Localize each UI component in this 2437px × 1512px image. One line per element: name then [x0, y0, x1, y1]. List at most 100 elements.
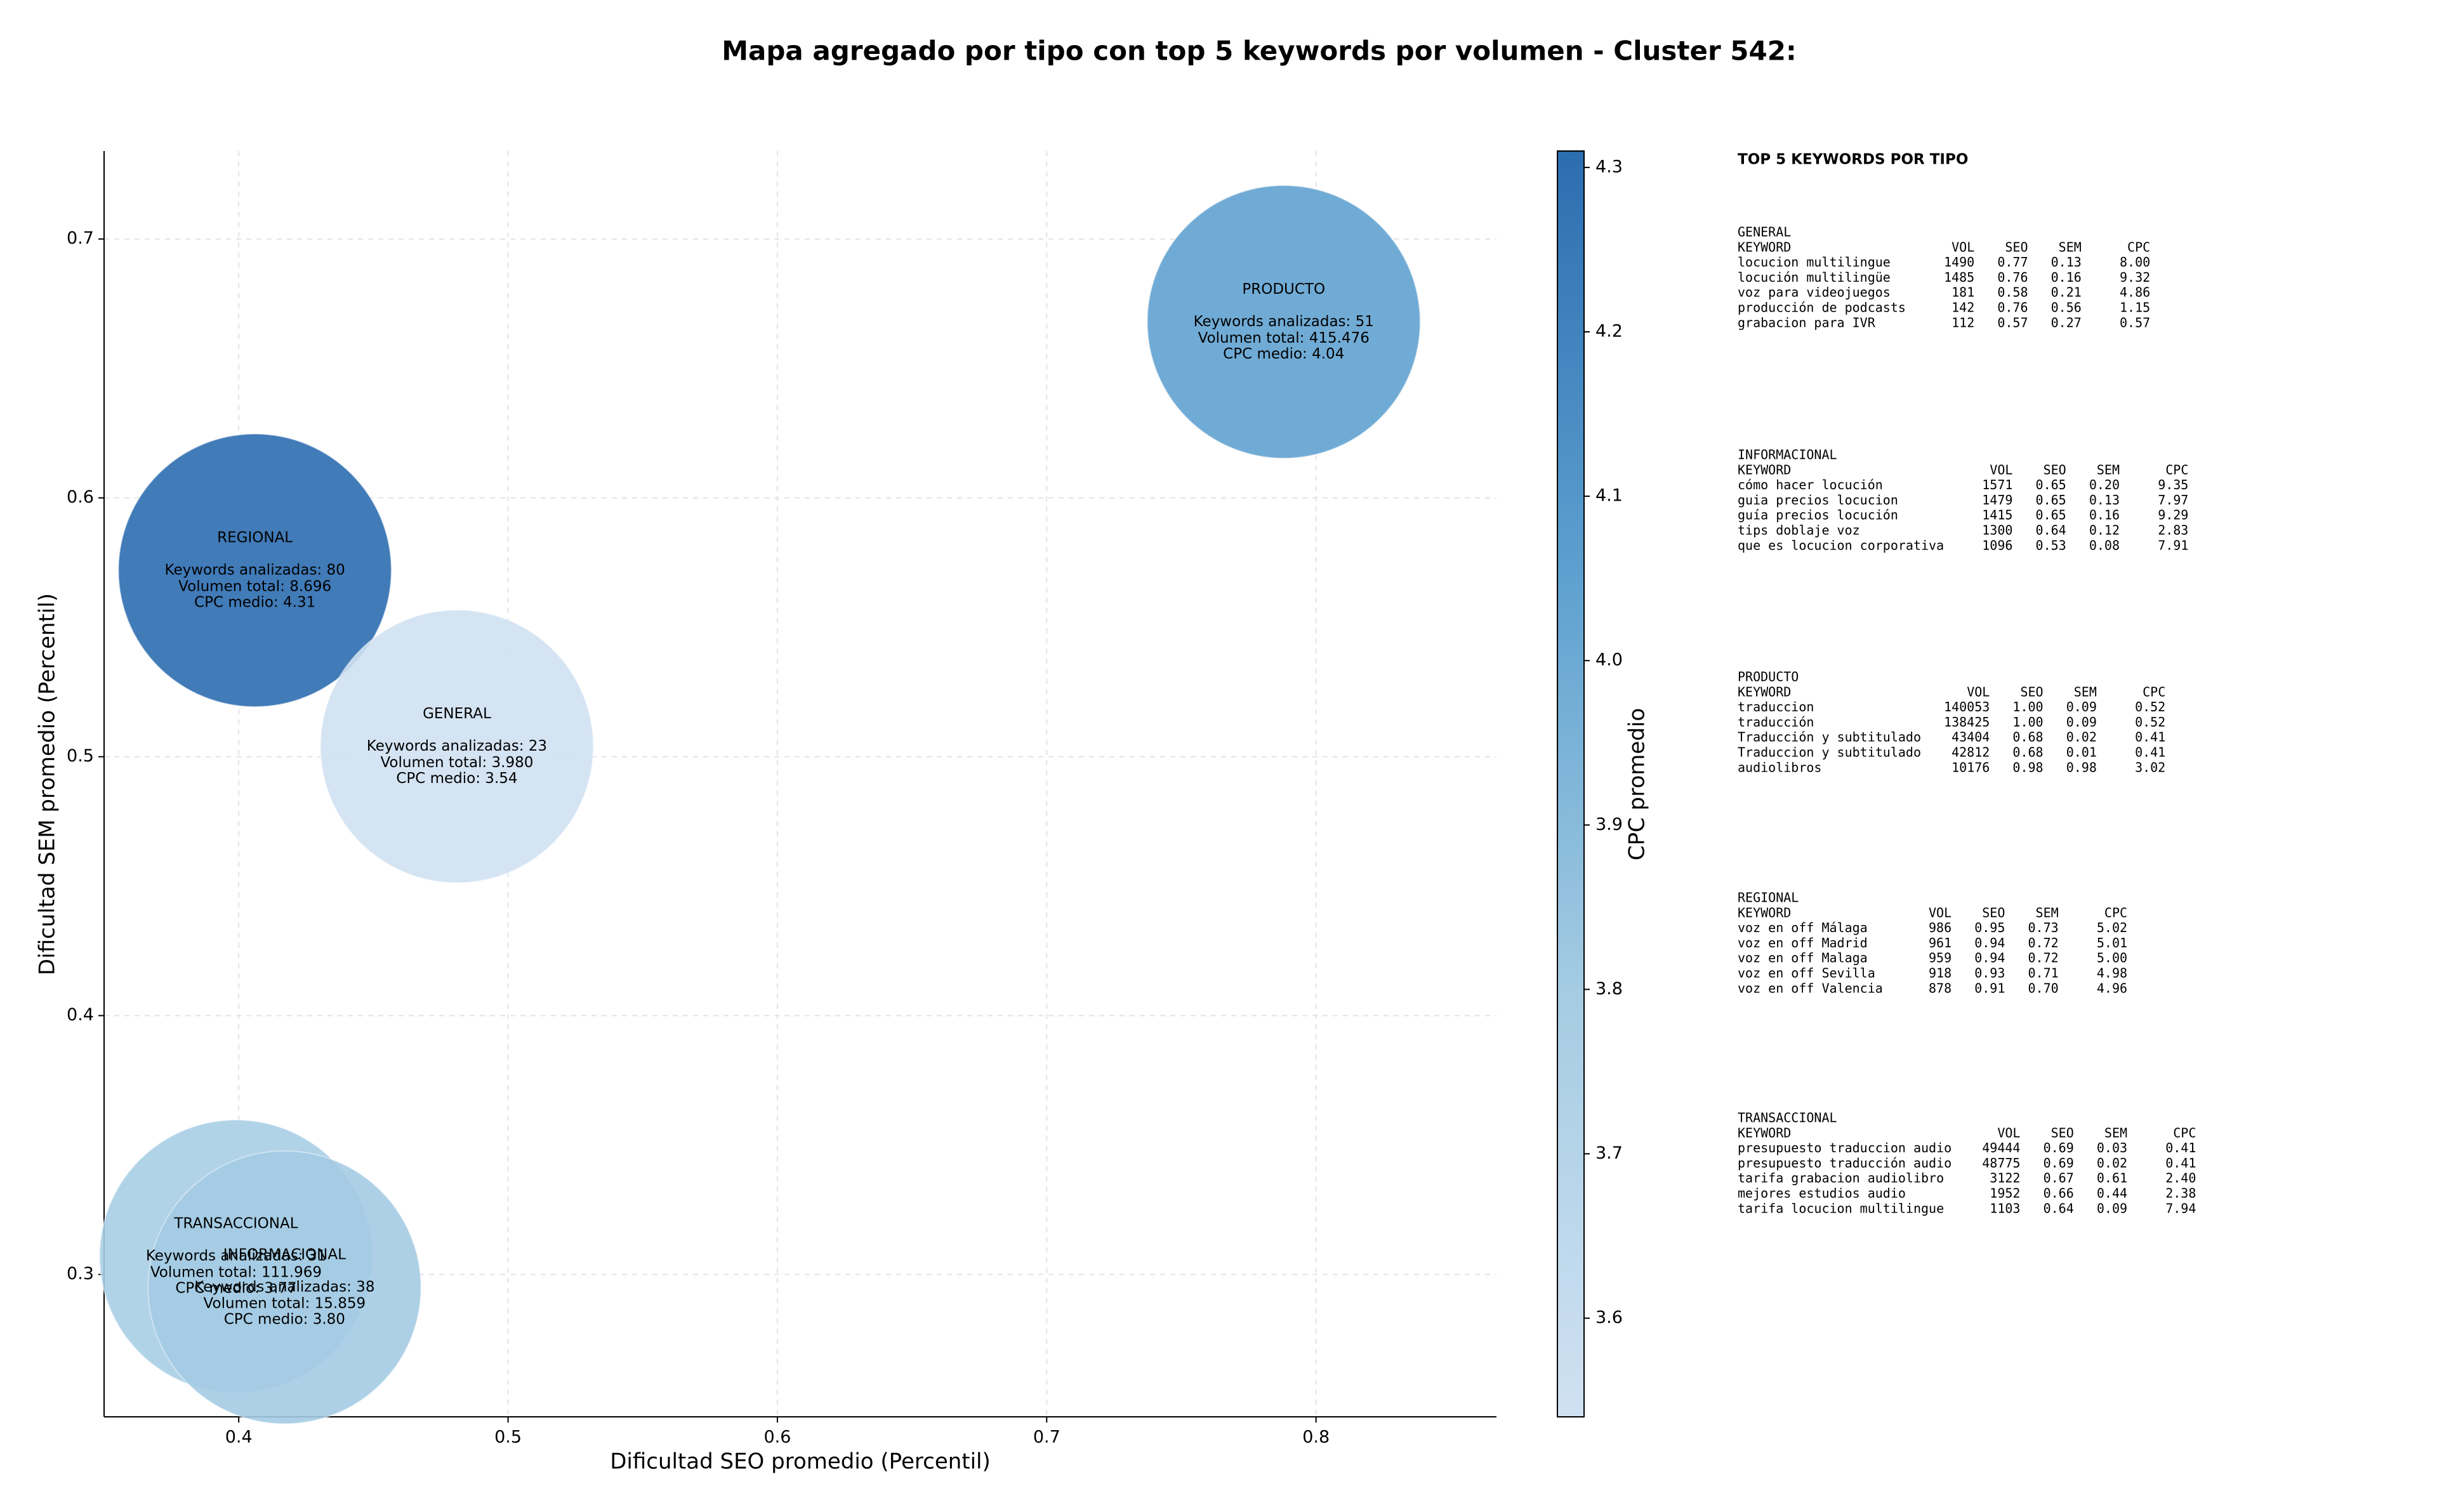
keyword-cell: voz en off Madrid — [1738, 935, 1868, 950]
number-cell: 181 — [1952, 285, 1974, 300]
number-cell: 5.01 — [2097, 935, 2127, 950]
number-cell: 0.57 — [1997, 315, 2028, 330]
number-cell: 0.09 — [2066, 714, 2097, 730]
number-cell: 140053 — [1944, 699, 1990, 714]
number-cell: 0.69 — [2044, 1140, 2074, 1155]
number-cell: 0.56 — [2051, 300, 2082, 315]
number-cell: 0.65 — [2036, 492, 2066, 508]
bubble-annotation: Keywords analizadas: 38 — [194, 1279, 374, 1296]
number-cell: 49444 — [1982, 1140, 2020, 1155]
x-tick-label: 0.5 — [494, 1428, 522, 1447]
group-name: TRANSACCIONAL — [1738, 1110, 1837, 1126]
column-header: VOL — [1967, 684, 1990, 699]
keyword-cell: grabacion para IVR — [1738, 315, 1876, 330]
number-cell: 1479 — [1982, 492, 2012, 508]
colorbar-tick-label: 3.7 — [1595, 1143, 1623, 1163]
bubble-annotation: Volumen total: 15.859 — [204, 1296, 366, 1312]
number-cell: 0.94 — [1974, 950, 2005, 966]
bubble-label: REGIONAL — [217, 529, 293, 546]
column-header: SEO — [1982, 905, 2005, 920]
number-cell: 1485 — [1944, 270, 1974, 285]
number-cell: 0.98 — [2012, 759, 2043, 775]
column-header: SEM — [2059, 239, 2082, 254]
number-cell: 0.73 — [2028, 920, 2059, 935]
bubble-label: INFORMACIONAL — [223, 1247, 346, 1263]
keyword-cell: Traduccion y subtitulado — [1738, 745, 1921, 760]
keyword-cell: producción de podcasts — [1738, 300, 1906, 315]
bubble-annotation: Keywords analizadas: 51 — [1194, 313, 1374, 330]
number-cell: 0.20 — [2089, 477, 2120, 492]
column-header: KEYWORD — [1738, 905, 1791, 920]
keyword-cell: presupuesto traducción audio — [1738, 1155, 1952, 1171]
number-cell: 1300 — [1982, 523, 2012, 538]
number-cell: 0.09 — [2097, 1200, 2127, 1216]
bubble-annotation: CPC medio: 3.54 — [396, 770, 517, 787]
number-cell: 0.52 — [2135, 714, 2165, 730]
number-cell: 5.02 — [2097, 920, 2127, 935]
bubble-label: GENERAL — [423, 706, 491, 722]
number-cell: 1.00 — [2012, 714, 2043, 730]
keyword-cell: voz en off Malaga — [1738, 950, 1868, 966]
number-cell: 0.65 — [2036, 477, 2066, 492]
number-cell: 0.16 — [2051, 270, 2082, 285]
number-cell: 986 — [1929, 920, 1952, 935]
number-cell: 48775 — [1982, 1155, 2020, 1171]
number-cell: 0.44 — [2097, 1186, 2127, 1201]
colorbar-tick-label: 3.6 — [1595, 1308, 1623, 1327]
number-cell: 0.12 — [2089, 523, 2120, 538]
number-cell: 918 — [1929, 966, 1952, 981]
column-header: SEO — [2051, 1125, 2074, 1140]
number-cell: 0.68 — [2012, 745, 2043, 760]
keyword-cell: mejores estudios audio — [1738, 1186, 1906, 1201]
colorbar-tick-label: 4.3 — [1595, 157, 1623, 176]
column-header: SEO — [2044, 462, 2066, 477]
colorbar-tick-label: 3.9 — [1595, 815, 1623, 834]
keyword-cell: locución multilingüe — [1738, 270, 1891, 285]
keyword-cell: voz en off Sevilla — [1738, 966, 1875, 981]
colorbar-tick-label: 4.0 — [1595, 650, 1623, 670]
column-header: VOL — [1929, 905, 1952, 920]
keyword-cell: cómo hacer locución — [1738, 477, 1883, 492]
number-cell: 1103 — [1990, 1200, 2020, 1216]
number-cell: 112 — [1952, 315, 1974, 330]
keyword-cell: locucion multilingue — [1738, 254, 1891, 270]
number-cell: 4.86 — [2120, 285, 2150, 300]
colorbar — [1557, 150, 1585, 1417]
keyword-cell: que es locucion corporativa — [1738, 537, 1944, 553]
number-cell: 142 — [1952, 300, 1974, 315]
column-header: SEO — [2005, 239, 2028, 254]
number-cell: 4.98 — [2097, 966, 2127, 981]
x-tick-label: 0.4 — [225, 1428, 253, 1447]
column-header: VOL — [1997, 1125, 2020, 1140]
bubble — [147, 1150, 422, 1425]
number-cell: 0.72 — [2028, 950, 2059, 966]
number-cell: 7.97 — [2158, 492, 2188, 508]
column-header: CPC — [2173, 1125, 2196, 1140]
bubble-annotation: Keywords analizadas: 80 — [165, 562, 345, 578]
number-cell: 0.03 — [2097, 1140, 2127, 1155]
y-tick-label: 0.4 — [67, 1005, 94, 1025]
number-cell: 0.76 — [1997, 270, 2028, 285]
number-cell: 42812 — [1952, 745, 1990, 760]
number-cell: 0.21 — [2051, 285, 2082, 300]
number-cell: 0.41 — [2135, 745, 2165, 760]
column-header: KEYWORD — [1738, 684, 1791, 699]
number-cell: 0.64 — [2036, 523, 2066, 538]
number-cell: 2.38 — [2165, 1186, 2196, 1201]
number-cell: 7.91 — [2158, 537, 2188, 553]
keyword-cell: tarifa locucion multilingue — [1738, 1200, 1944, 1216]
number-cell: 2.83 — [2158, 523, 2188, 538]
number-cell: 0.02 — [2097, 1155, 2127, 1171]
colorbar-tick-label: 4.2 — [1595, 322, 1623, 341]
number-cell: 0.57 — [2120, 315, 2150, 330]
keyword-cell: voz en off Valencia — [1738, 980, 1883, 996]
number-cell: 8.00 — [2120, 254, 2150, 270]
keyword-cell: presupuesto traduccion audio — [1738, 1140, 1952, 1155]
number-cell: 1571 — [1982, 477, 2012, 492]
y-tick-label: 0.3 — [67, 1264, 94, 1284]
bubble-annotation: CPC medio: 4.04 — [1223, 346, 1344, 362]
number-cell: 0.13 — [2051, 254, 2082, 270]
column-header: SEO — [2020, 684, 2043, 699]
x-tick-label: 0.6 — [763, 1428, 791, 1447]
number-cell: 1.00 — [2012, 699, 2043, 714]
